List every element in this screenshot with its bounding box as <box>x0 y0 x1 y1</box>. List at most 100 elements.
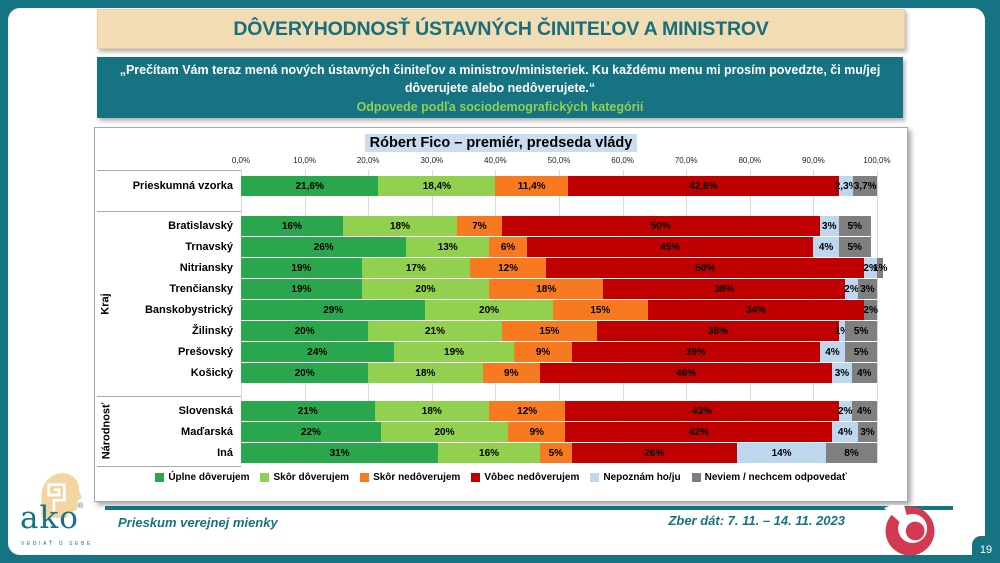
bar-segment-label: 18% <box>415 367 436 379</box>
bar-segment: 4% <box>851 401 877 421</box>
legend-item: Vôbec nedôverujem <box>471 472 579 483</box>
bar-segment-label: 31% <box>329 447 350 459</box>
axis-tick: 60,0% <box>611 156 634 165</box>
bar-segment-label: 24% <box>307 346 328 358</box>
bar-segment-label: 2% <box>844 283 859 295</box>
group-separator <box>97 466 241 467</box>
bar-segment-label: 19% <box>291 283 312 295</box>
ako-logo-tagline: VEDIAŤ O SEBE <box>21 541 93 547</box>
bar-segment-label: 3% <box>860 426 875 438</box>
bar-stack: 26% 13% 6% 45% 4% 5% <box>241 237 877 257</box>
bar-stack: 19% 17% 12% 50% 2% 1% <box>241 258 887 278</box>
legend-swatch <box>590 473 600 482</box>
legend-item: Úplne dôverujem <box>155 472 249 483</box>
bar-segment: 20% <box>241 363 369 383</box>
ako-logo-text: ako <box>20 500 79 536</box>
bar-segment-label: 5% <box>853 325 869 337</box>
bar-stack: 20% 21% 15% 38% 1% 5% <box>241 321 877 341</box>
category-group: Kraj Bratislavský 16% 18% 7% 50% 3% 5% Trnavský 2… <box>95 211 907 396</box>
bar-segment-label: 18,4% <box>422 180 452 192</box>
survey-question-text: „Prečítam Vám teraz mená nových ústavnýc… <box>119 62 881 95</box>
chart-title: Róbert Fico – premiér, predseda vlády <box>364 134 638 152</box>
category-label: Prieskumná vzorka <box>132 180 233 192</box>
bar-segment: 12% <box>469 258 547 278</box>
axis-tick: 100,0% <box>863 156 891 165</box>
bar-row: Nitriansky 19% 17% 12% 50% 2% 1% <box>95 258 907 278</box>
bar-segment: 18% <box>374 401 490 421</box>
legend-item: Skôr nedôverujem <box>360 472 460 483</box>
bar-segment-label: 29% <box>323 304 344 316</box>
bar-stack: 21% 18% 12% 43% 2% 4% <box>241 401 877 421</box>
bar-segment-label: 9% <box>535 346 551 358</box>
bar-segment: 21% <box>368 321 502 341</box>
bar-segment: 50% <box>546 258 865 278</box>
bar-segment: 20% <box>241 321 369 341</box>
legend-item: Neviem / nechcem odpovedať <box>691 472 847 483</box>
bar-segment-label: 19% <box>291 262 312 274</box>
bar-segment: 16% <box>438 443 540 463</box>
bar-stack: 24% 19% 9% 39% 4% 5% <box>241 342 877 362</box>
bar-segment-label: 20% <box>479 304 500 316</box>
bar-segment: 2% <box>863 258 878 278</box>
bar-segment-label: 1% <box>834 325 850 337</box>
bar-segment: 3% <box>832 363 852 383</box>
bar-segment-label: 15% <box>590 304 611 316</box>
subtitle-note: Odpovede podľa sociodemografických kateg… <box>356 100 644 115</box>
legend-swatch <box>360 473 370 482</box>
bar-segment-label: 18% <box>536 283 557 295</box>
bar-segment: 7% <box>457 216 502 236</box>
gridline <box>877 170 878 463</box>
bar-segment: 2% <box>838 401 852 421</box>
bar-segment-label: 4% <box>837 426 853 438</box>
bar-segment-label: 19% <box>444 346 465 358</box>
category-label: Maďarská <box>181 426 233 438</box>
legend-label: Úplne dôverujem <box>168 472 250 483</box>
bar-segment-label: 3% <box>822 220 837 232</box>
bar-segment: 5% <box>539 443 572 463</box>
bar-segment-label: 5% <box>548 447 564 459</box>
group-label: Kraj <box>100 292 112 315</box>
bar-row: Prešovský 24% 19% 9% 39% 4% 5% <box>95 342 907 362</box>
bar-segment: 31% <box>241 443 439 463</box>
bar-segment-label: 5% <box>847 220 862 232</box>
bar-row: Košický 20% 18% 9% 46% 3% 4% <box>95 363 907 383</box>
bar-segment: 15% <box>501 321 598 341</box>
bar-segment: 2% <box>844 279 859 299</box>
group-label-wrap: Kraj <box>95 211 117 396</box>
bar-segment-label: 34% <box>746 304 767 316</box>
bar-segment: 19% <box>241 279 362 299</box>
ako-logo: ako ® VEDIAŤ O SEBE <box>14 470 106 555</box>
bar-segment: 2% <box>863 300 878 320</box>
group-separator <box>97 170 241 171</box>
bar-row: Banskobystrický 29% 20% 15% 34% 2% <box>95 300 907 320</box>
bar-segment: 3% <box>857 279 877 299</box>
bar-segment-label: 20% <box>415 283 436 295</box>
bar-segment: 43% <box>565 401 839 421</box>
bar-segment-label: 13% <box>437 241 458 253</box>
chart-card: Róbert Fico – premiér, predseda vlády 0,… <box>94 127 908 502</box>
bar-segment: 19% <box>393 342 515 362</box>
category-label: Bratislavský <box>168 220 233 232</box>
category-label: Slovenská <box>178 405 233 417</box>
bar-segment-label: 15% <box>539 325 560 337</box>
category-label: Nitriansky <box>179 262 233 274</box>
bar-segment: 3% <box>857 422 877 442</box>
bar-segment-label: 38% <box>714 283 735 295</box>
bar-segment: 3,7% <box>853 176 877 196</box>
bar-segment: 21% <box>241 401 375 421</box>
bar-segment: 38% <box>597 321 839 341</box>
bar-row: Bratislavský 16% 18% 7% 50% 3% 5% <box>95 216 907 236</box>
bar-stack: 31% 16% 5% 26% 14% 8% <box>241 443 877 463</box>
registered-mark: ® <box>78 503 84 510</box>
bar-segment: 9% <box>482 363 540 383</box>
bar-segment-label: 42,6% <box>689 180 718 192</box>
x-axis: 0,0% 10,0% 20,0% 30,0% 40,0% 50,0% 60,0% 70,0% 8… <box>95 156 907 167</box>
footer-caption: Prieskum verejnej mienky <box>118 515 278 530</box>
bar-stack: 20% 18% 9% 46% 3% 4% <box>241 363 877 383</box>
bar-segment: 5% <box>838 237 871 257</box>
bar-segment-label: 9% <box>529 426 544 438</box>
subtitle-banner: „Prečítam Vám teraz mená nových ústavnýc… <box>97 57 903 118</box>
bar-stack: 22% 20% 9% 42% 4% 3% <box>241 422 877 442</box>
bar-row: Trenčiansky 19% 20% 18% 38% 2% 3% <box>95 279 907 299</box>
bar-segment: 5% <box>845 321 877 341</box>
